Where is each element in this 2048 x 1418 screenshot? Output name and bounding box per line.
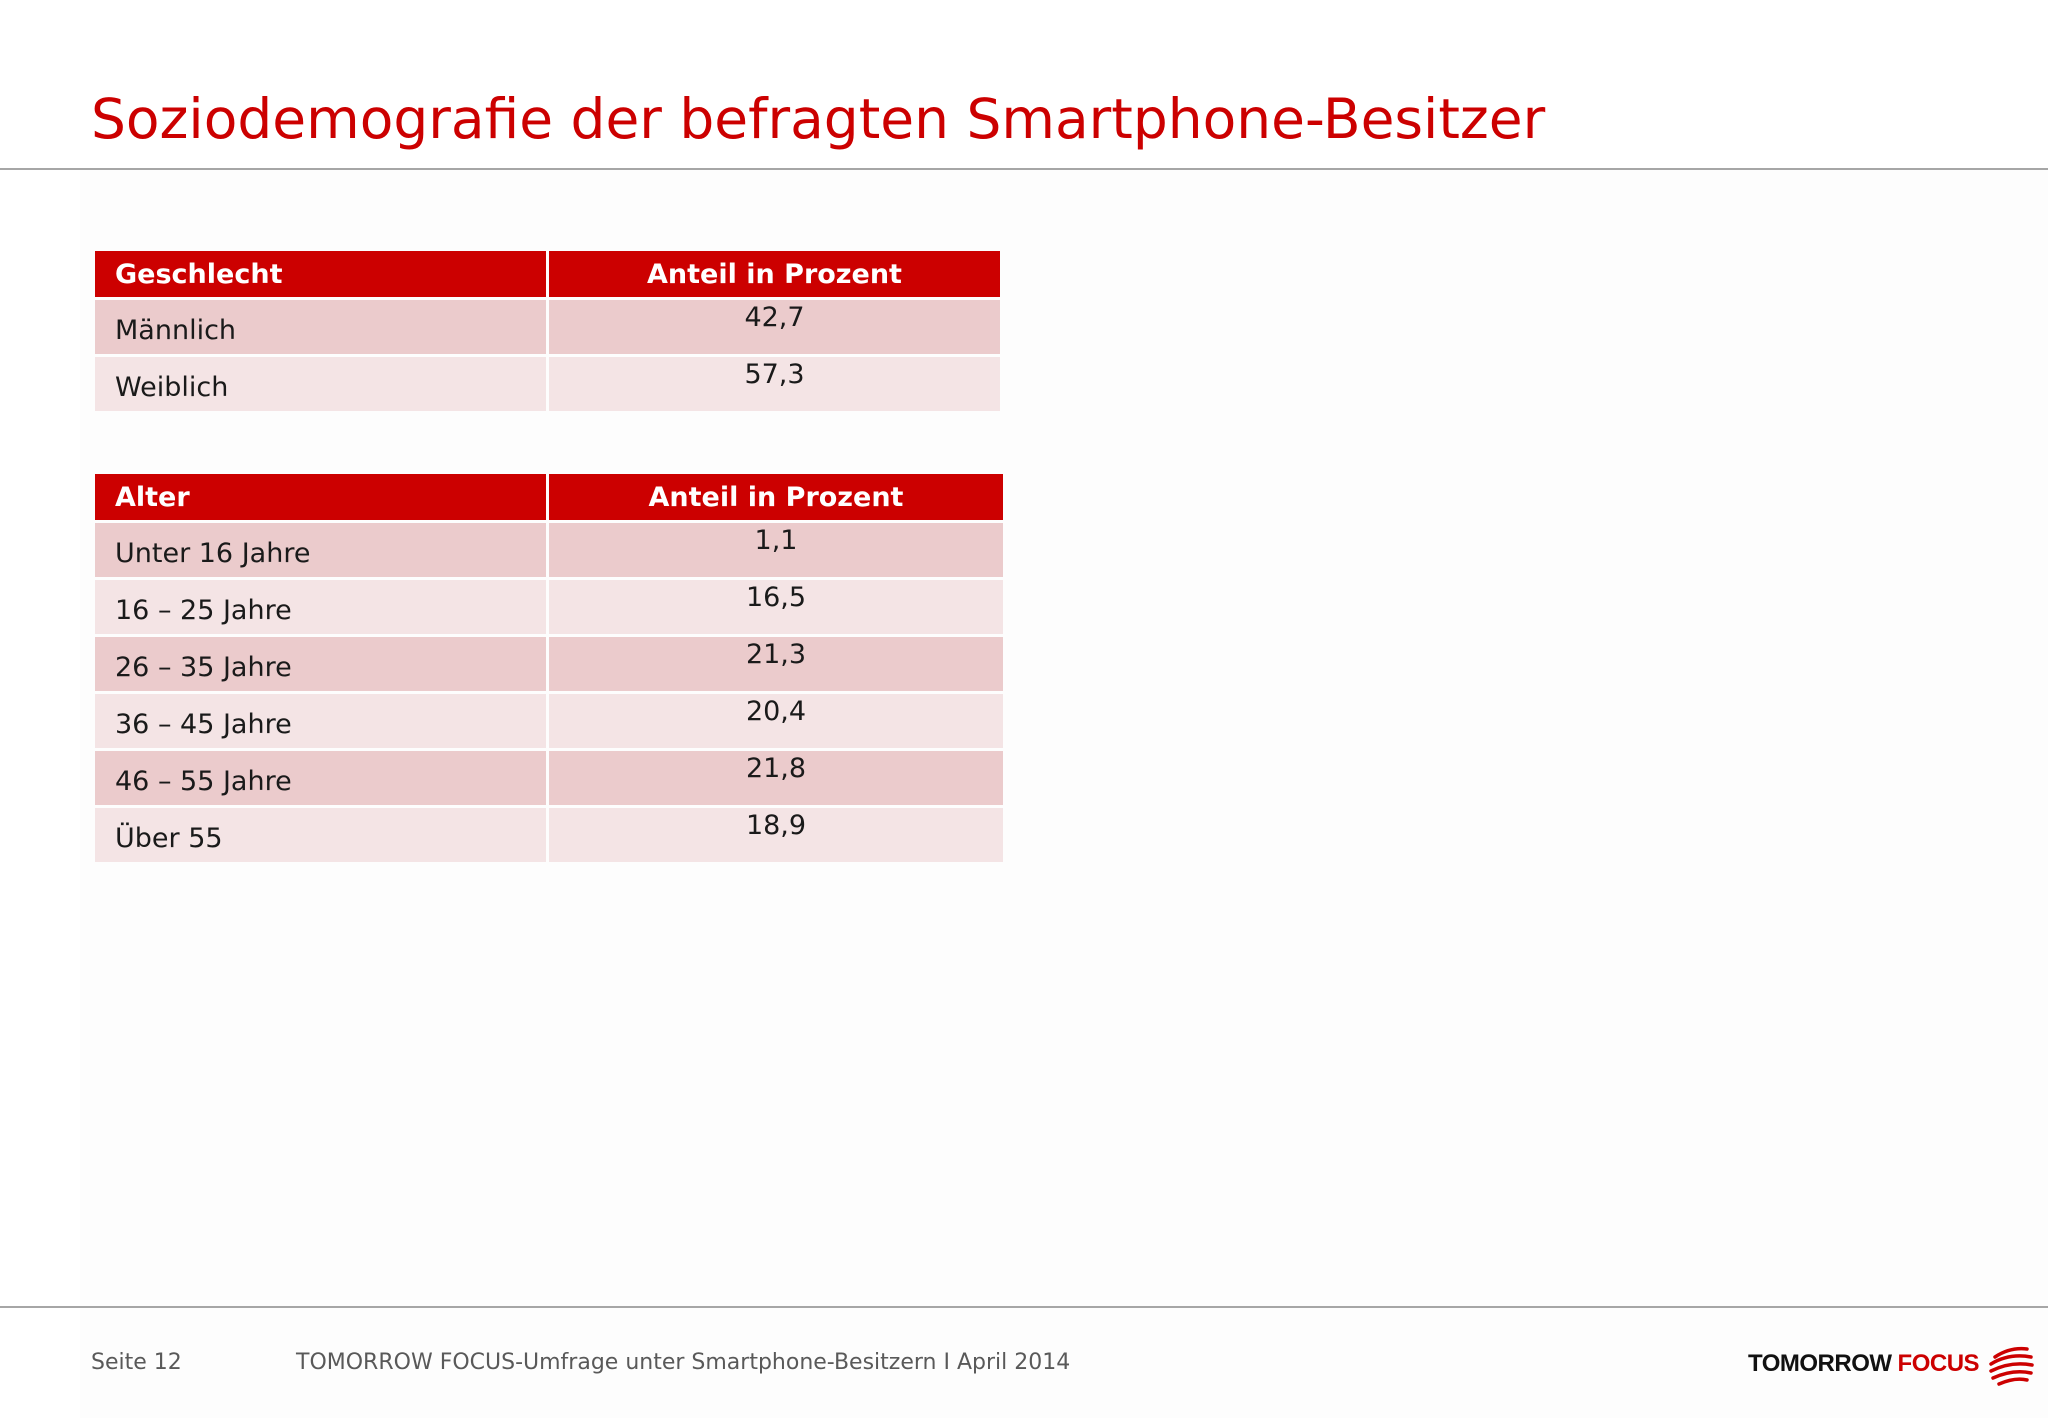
header-anteil: Anteil in Prozent <box>549 251 1000 297</box>
table-row: Weiblich 57,3 <box>95 357 1000 411</box>
header-alter: Alter <box>95 474 546 520</box>
table-row: 26 – 35 Jahre 21,3 <box>95 637 1003 691</box>
company-logo: TOMORROW FOCUS <box>1748 1336 2035 1392</box>
row-value: 20,4 <box>549 694 1003 748</box>
footer-source: TOMORROW FOCUS-Umfrage unter Smartphone-… <box>296 1350 1071 1375</box>
row-label: 16 – 25 Jahre <box>95 580 546 634</box>
row-value: 1,1 <box>549 523 1003 577</box>
header-anteil: Anteil in Prozent <box>549 474 1003 520</box>
row-label: 46 – 55 Jahre <box>95 751 546 805</box>
table-row: 46 – 55 Jahre 21,8 <box>95 751 1003 805</box>
table-header-row: Geschlecht Anteil in Prozent <box>95 251 1000 297</box>
table-row: 36 – 45 Jahre 20,4 <box>95 694 1003 748</box>
table-header-row: Alter Anteil in Prozent <box>95 474 1003 520</box>
table-row: Männlich 42,7 <box>95 300 1000 354</box>
row-value: 16,5 <box>549 580 1003 634</box>
row-value: 18,9 <box>549 808 1003 862</box>
page-number: Seite 12 <box>91 1350 182 1375</box>
age-table: Alter Anteil in Prozent Unter 16 Jahre 1… <box>92 471 1006 865</box>
row-value: 21,3 <box>549 637 1003 691</box>
row-label: Männlich <box>95 300 546 354</box>
title-divider <box>0 168 2048 170</box>
row-label: Unter 16 Jahre <box>95 523 546 577</box>
gender-table: Geschlecht Anteil in Prozent Männlich 42… <box>92 248 1003 414</box>
row-value: 57,3 <box>549 357 1000 411</box>
row-label: Über 55 <box>95 808 546 862</box>
header-geschlecht: Geschlecht <box>95 251 546 297</box>
table-row: Unter 16 Jahre 1,1 <box>95 523 1003 577</box>
table-row: Über 55 18,9 <box>95 808 1003 862</box>
row-label: 26 – 35 Jahre <box>95 637 546 691</box>
logo-text-tomorrow: TOMORROW <box>1748 1350 1892 1377</box>
row-value: 21,8 <box>549 751 1003 805</box>
table-row: 16 – 25 Jahre 16,5 <box>95 580 1003 634</box>
footer-divider <box>0 1306 2048 1308</box>
page-title: Soziodemografie der befragten Smartphone… <box>91 87 1546 151</box>
row-label: 36 – 45 Jahre <box>95 694 546 748</box>
tomorrow-focus-swirl-icon <box>1989 1346 2034 1386</box>
logo-text-focus: FOCUS <box>1897 1350 1980 1377</box>
row-label: Weiblich <box>95 357 546 411</box>
row-value: 42,7 <box>549 300 1000 354</box>
